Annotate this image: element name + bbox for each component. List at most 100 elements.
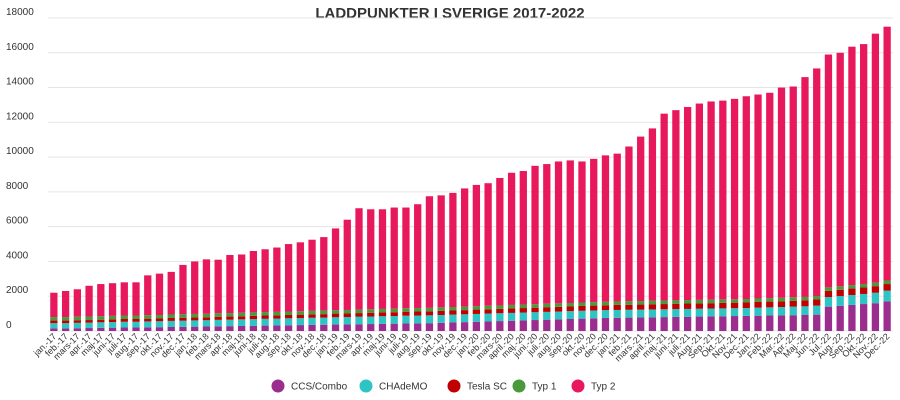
bar-segment-tesla-sc xyxy=(543,307,551,312)
bar-segment-ccs-combo xyxy=(97,327,105,331)
bar-segment-ccs-combo xyxy=(496,321,504,331)
bar-segment-ccs-combo xyxy=(378,323,387,331)
bar-segment-chademo xyxy=(789,306,797,316)
bar-segment-tesla-sc xyxy=(695,303,703,309)
bar-segment-chademo xyxy=(519,312,527,321)
bar-segment-typ-2 xyxy=(132,282,140,316)
bar-segment-typ-2 xyxy=(214,259,222,314)
bar-segment-typ-1 xyxy=(460,306,469,311)
bar-segment-ccs-combo xyxy=(801,315,809,331)
bar-segment-ccs-combo xyxy=(437,322,445,331)
bar-segment-typ-2 xyxy=(449,192,457,307)
bar-segment-typ-2 xyxy=(378,209,387,309)
bar-segment-typ-2 xyxy=(860,44,868,285)
bar-segment-typ-1 xyxy=(320,310,328,315)
bar-segment-tesla-sc xyxy=(120,319,128,322)
bar-segment-ccs-combo xyxy=(836,305,844,331)
bar-segment-ccs-combo xyxy=(179,326,187,331)
bar-segment-ccs-combo xyxy=(191,326,199,331)
bar-segment-ccs-combo xyxy=(238,325,246,331)
bar-segment-typ-1 xyxy=(554,303,563,307)
y-tick-label: 16000 xyxy=(6,42,34,53)
bar-segment-chademo xyxy=(742,308,750,316)
y-tick-label: 14000 xyxy=(6,77,34,88)
bar-segment-ccs-combo xyxy=(85,328,93,331)
bar-segment-typ-2 xyxy=(496,177,504,306)
bar-segment-typ-2 xyxy=(813,68,821,297)
bar-segment-chademo xyxy=(672,309,680,317)
bar-segment-typ-2 xyxy=(590,158,598,303)
bar-segment-ccs-combo xyxy=(683,316,692,331)
bar-segment-typ-2 xyxy=(883,26,891,281)
bar-segment-tesla-sc xyxy=(742,302,750,309)
bar-segment-typ-2 xyxy=(543,164,551,304)
bar-segment-chademo xyxy=(155,321,164,328)
bars xyxy=(50,26,891,331)
bar-segment-ccs-combo xyxy=(226,326,234,331)
bar-segment-ccs-combo xyxy=(144,327,152,331)
bar-segment-typ-2 xyxy=(308,239,316,311)
bar-segment-ccs-combo xyxy=(871,303,880,331)
bar-segment-typ-2 xyxy=(766,92,774,299)
bar-segment-chademo xyxy=(766,307,774,316)
bar-segment-tesla-sc xyxy=(73,320,81,323)
bar-segment-typ-2 xyxy=(367,209,375,310)
bar-segment-chademo xyxy=(144,321,152,328)
bar-segment-tesla-sc xyxy=(238,316,246,320)
bar-segment-typ-2 xyxy=(683,107,692,301)
bar-segment-typ-1 xyxy=(284,311,293,315)
bar-segment-tesla-sc xyxy=(590,305,598,311)
y-tick-label: 0 xyxy=(6,320,12,331)
bar-segment-typ-1 xyxy=(472,306,481,310)
bar-segment-typ-1 xyxy=(390,308,398,313)
bar-segment-typ-2 xyxy=(261,249,269,313)
bar-segment-chademo xyxy=(238,319,246,326)
bar-segment-ccs-combo xyxy=(449,322,457,331)
bar-segment-ccs-combo xyxy=(660,317,668,331)
bar-segment-typ-1 xyxy=(566,303,574,307)
bar-segment-typ-1 xyxy=(50,317,58,321)
y-tick-label: 18000 xyxy=(6,7,34,18)
bar-segment-typ-1 xyxy=(601,301,610,306)
y-axis-ticks: 0 2000 4000 6000 8000 10000 12000 14000 16000 180… xyxy=(6,7,34,331)
bar-segment-ccs-combo xyxy=(261,325,269,331)
legend-swatch xyxy=(512,379,526,393)
bar-segment-chademo xyxy=(85,322,93,329)
bar-segment-typ-2 xyxy=(273,247,281,312)
bar-segment-chademo xyxy=(531,312,539,321)
chart-title: LADDPUNKTER I SVERIGE 2017-2022 xyxy=(315,5,584,22)
bar-segment-typ-2 xyxy=(402,207,410,309)
bar-segment-ccs-combo xyxy=(883,301,891,331)
bar-segment-typ-1 xyxy=(672,300,680,304)
bar-segment-typ-1 xyxy=(343,309,351,314)
bar-segment-typ-2 xyxy=(848,46,856,286)
bar-segment-typ-2 xyxy=(460,188,469,307)
bar-segment-chademo xyxy=(660,309,668,318)
bar-segment-tesla-sc xyxy=(507,308,516,313)
bar-segment-tesla-sc xyxy=(813,299,821,306)
bar-segment-typ-1 xyxy=(308,310,316,315)
bar-segment-ccs-combo xyxy=(202,326,211,331)
bar-segment-chademo xyxy=(566,311,574,319)
bar-segment-typ-2 xyxy=(695,103,703,300)
bar-segment-tesla-sc xyxy=(460,310,469,315)
bar-segment-chademo xyxy=(601,310,610,318)
y-tick-label: 8000 xyxy=(6,181,29,192)
bar-segment-chademo xyxy=(390,316,398,324)
legend-label: Typ 1 xyxy=(532,382,557,393)
bar-segment-typ-1 xyxy=(637,301,645,305)
bar-segment-tesla-sc xyxy=(578,305,586,311)
bar-segment-ccs-combo xyxy=(824,306,833,331)
y-tick-label: 6000 xyxy=(6,216,29,227)
bar-segment-typ-1 xyxy=(97,316,105,320)
bar-segment-tesla-sc xyxy=(97,319,105,323)
bar-segment-tesla-sc xyxy=(707,303,715,309)
bar-segment-typ-2 xyxy=(871,33,880,283)
bar-segment-typ-2 xyxy=(249,251,258,313)
bar-segment-tesla-sc xyxy=(108,319,117,323)
bar-segment-typ-2 xyxy=(660,113,668,301)
bar-segment-tesla-sc xyxy=(155,318,164,322)
bar-segment-chademo xyxy=(273,318,281,326)
bar-segment-chademo xyxy=(777,307,786,316)
bar-segment-typ-1 xyxy=(85,316,93,321)
